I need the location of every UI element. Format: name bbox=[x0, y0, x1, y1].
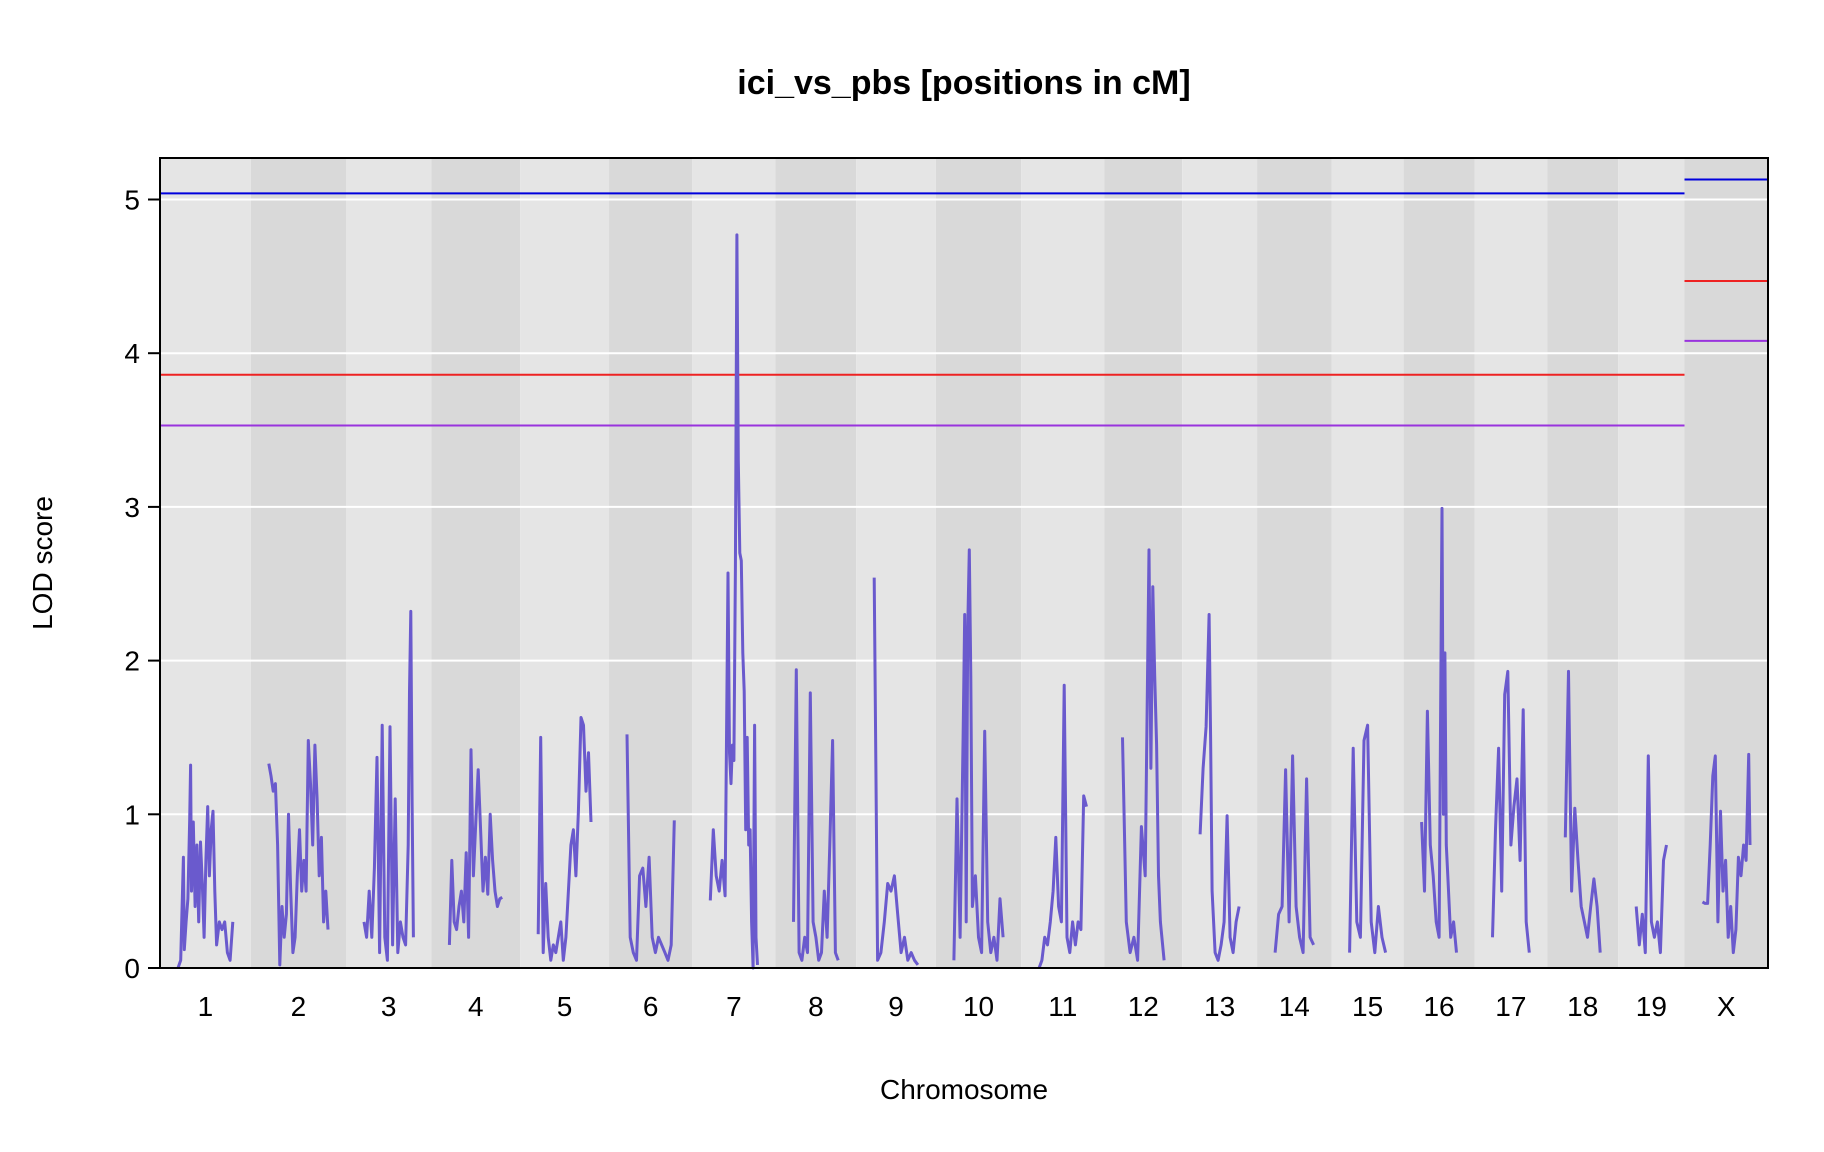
y-tick-label-2: 2 bbox=[124, 646, 140, 677]
x-tick-label-2: 2 bbox=[291, 991, 307, 1022]
lod-line-chr-17 bbox=[1491, 669, 1531, 953]
lod-series bbox=[176, 233, 1752, 970]
x-axis-label: Chromosome bbox=[880, 1074, 1048, 1105]
lod-line-chr-12 bbox=[1121, 548, 1166, 962]
chromosome-band-17 bbox=[1474, 158, 1548, 968]
x-tick-label-10: 10 bbox=[963, 991, 994, 1022]
x-tick-label-17: 17 bbox=[1495, 991, 1526, 1022]
lod-line-chr-4 bbox=[447, 748, 503, 945]
x-tick-label-X: X bbox=[1717, 991, 1736, 1022]
x-tick-label-15: 15 bbox=[1352, 991, 1383, 1022]
x-tick-label-19: 19 bbox=[1636, 991, 1667, 1022]
chromosome-band-8 bbox=[775, 158, 857, 968]
chromosome-band-15 bbox=[1331, 158, 1404, 968]
plot-frame bbox=[159, 157, 1769, 969]
y-tick-label-3: 3 bbox=[124, 492, 140, 523]
x-tick-label-14: 14 bbox=[1279, 991, 1310, 1022]
chart-title: ici_vs_pbs [positions in cM] bbox=[737, 64, 1190, 102]
x-tick-label-13: 13 bbox=[1204, 991, 1235, 1022]
chromosome-band-X bbox=[1684, 158, 1768, 968]
lod-line-chr-X bbox=[1701, 752, 1752, 955]
x-axis: 1 2 3 4 5 6 7 8 9 10 11 12 13 14 15 16 17 18 19 X bbox=[198, 991, 1736, 1022]
lod-line-chr-2 bbox=[267, 739, 330, 967]
x-tick-label-3: 3 bbox=[381, 991, 397, 1022]
lod-line-chr-19 bbox=[1634, 754, 1668, 955]
x-tick-label-12: 12 bbox=[1128, 991, 1159, 1022]
x-tick-label-1: 1 bbox=[198, 991, 214, 1022]
lod-line-chr-8 bbox=[792, 668, 840, 962]
chromosome-band-13 bbox=[1182, 158, 1258, 968]
lod-line-chr-14 bbox=[1273, 754, 1315, 955]
y-tick-label-5: 5 bbox=[124, 184, 140, 215]
x-tick-label-7: 7 bbox=[726, 991, 742, 1022]
y-tick-label-4: 4 bbox=[124, 338, 140, 369]
x-tick-label-5: 5 bbox=[557, 991, 573, 1022]
lod-line-chr-9 bbox=[872, 577, 920, 966]
lod-line-chr-11 bbox=[1037, 683, 1088, 969]
y-tick-label-0: 0 bbox=[124, 953, 140, 984]
chromosome-band-18 bbox=[1547, 158, 1619, 968]
chromosome-band-6 bbox=[609, 158, 693, 968]
y-axis-label: LOD score bbox=[27, 496, 58, 630]
y-tick-label-1: 1 bbox=[124, 799, 140, 830]
y-axis: 0 1 2 3 4 5 bbox=[124, 184, 160, 984]
chromosome-band-10 bbox=[935, 158, 1022, 968]
x-tick-label-9: 9 bbox=[888, 991, 904, 1022]
lod-line-chr-6 bbox=[625, 734, 676, 962]
lod-line-chr-3 bbox=[362, 609, 415, 962]
x-tick-label-8: 8 bbox=[808, 991, 824, 1022]
x-tick-label-18: 18 bbox=[1567, 991, 1598, 1022]
x-tick-label-6: 6 bbox=[643, 991, 659, 1022]
x-tick-label-16: 16 bbox=[1423, 991, 1454, 1022]
lod-line-chr-10 bbox=[952, 548, 1005, 962]
lod-line-chr-1 bbox=[176, 763, 235, 969]
chromosome-band-19 bbox=[1618, 158, 1685, 968]
chromosome-band-7 bbox=[692, 158, 776, 968]
chromosome-band-5 bbox=[520, 158, 610, 968]
threshold-lines bbox=[160, 178, 1768, 427]
chromosome-bands bbox=[160, 158, 1768, 968]
x-tick-label-11: 11 bbox=[1048, 991, 1077, 1022]
lod-line-chr-16 bbox=[1420, 506, 1458, 953]
lod-line-chr-7 bbox=[708, 233, 759, 970]
chromosome-band-9 bbox=[856, 158, 936, 968]
lod-line-chr-13 bbox=[1198, 613, 1241, 962]
lod-line-chr-18 bbox=[1563, 669, 1602, 953]
x-tick-label-4: 4 bbox=[468, 991, 484, 1022]
lod-line-chr-15 bbox=[1348, 723, 1388, 955]
lod-line-chr-5 bbox=[536, 716, 593, 962]
